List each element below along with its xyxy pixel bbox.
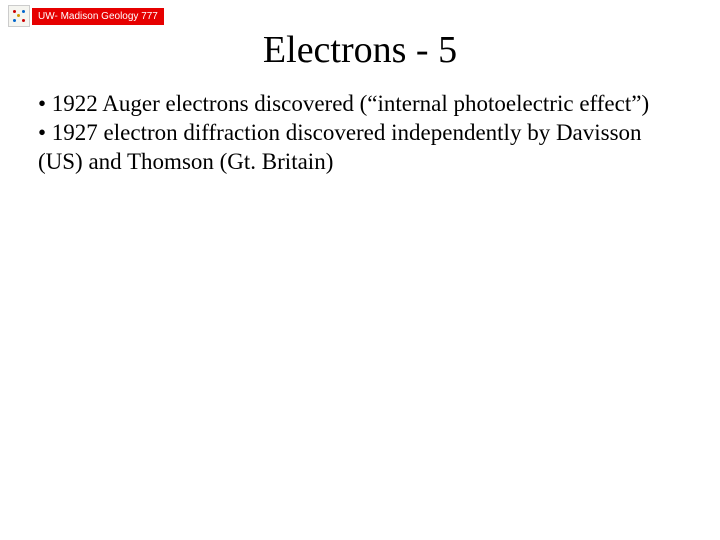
bullet-item: • 1927 electron diffraction discovered i…	[38, 119, 660, 177]
slide-body: • 1922 Auger electrons discovered (“inte…	[38, 90, 660, 176]
logo-box	[8, 5, 30, 27]
header-bar: UW- Madison Geology 777	[8, 5, 164, 27]
bullet-item: • 1922 Auger electrons discovered (“inte…	[38, 90, 660, 119]
crystal-structure-icon	[11, 8, 27, 24]
course-label: UW- Madison Geology 777	[32, 8, 164, 25]
slide-title: Electrons - 5	[0, 28, 720, 72]
